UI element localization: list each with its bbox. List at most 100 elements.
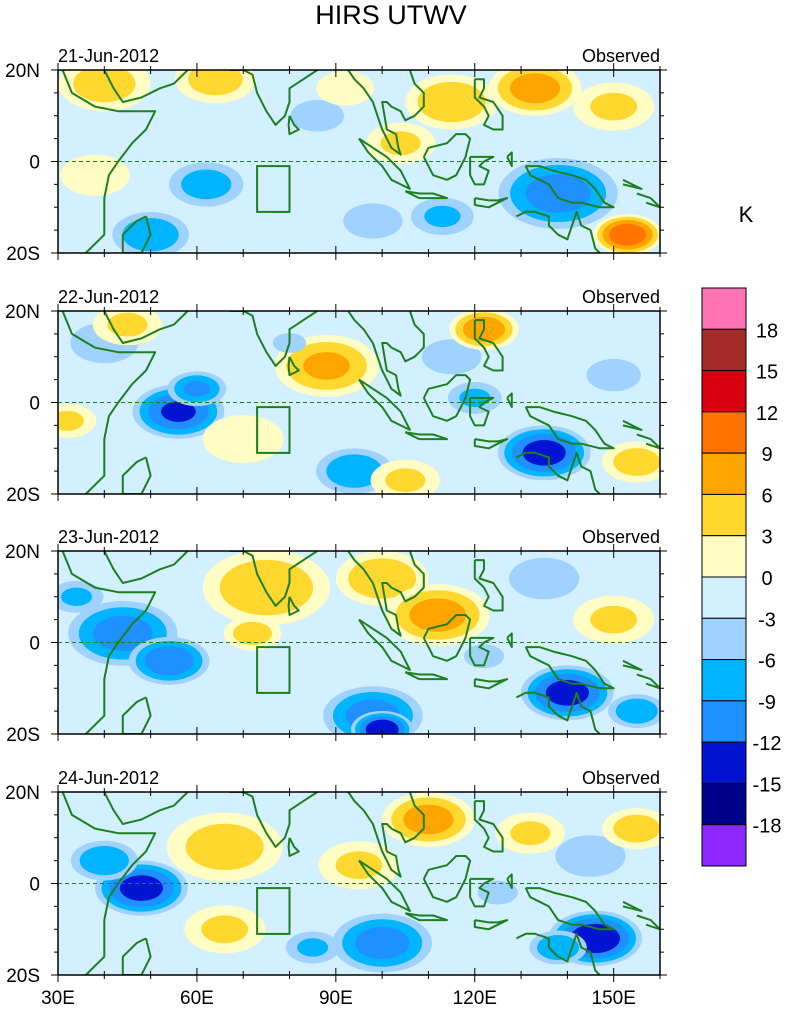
coastline — [358, 378, 411, 431]
coastline — [622, 178, 643, 190]
coastline — [404, 431, 448, 441]
coastline — [121, 696, 152, 734]
y-tick-label: 20N — [5, 783, 40, 804]
coastline — [515, 932, 601, 975]
coastline — [622, 659, 643, 671]
coastline — [287, 115, 300, 136]
contour-blob — [303, 352, 350, 380]
y-tick-label: 0 — [29, 875, 40, 896]
contour-blob — [144, 646, 194, 676]
figure-title: HIRS UTWV — [315, 0, 467, 30]
coastline — [229, 70, 318, 126]
panel-date: 24-Jun-2012 — [58, 768, 159, 788]
colorbar-cell — [701, 576, 747, 619]
contour-blob — [537, 935, 580, 960]
coastline — [515, 451, 601, 494]
y-tick-label: 0 — [29, 634, 40, 655]
contour-blob — [609, 223, 646, 246]
contour-blob — [590, 92, 638, 121]
contour-blob — [326, 454, 383, 488]
contour-blob — [477, 880, 518, 905]
y-tick-label: 0 — [29, 153, 40, 174]
contour-blob — [233, 621, 272, 646]
contour-blob — [417, 81, 486, 123]
contour-blob — [409, 598, 467, 632]
coastline — [404, 671, 448, 681]
contour-blob — [613, 448, 660, 476]
contour-blob — [522, 440, 566, 466]
y-tick-label: 20S — [6, 966, 40, 987]
coastline — [121, 215, 152, 253]
colorbar-label: -15 — [753, 774, 782, 796]
contour-blob — [380, 131, 421, 156]
index-box — [256, 646, 291, 694]
coastline — [61, 311, 157, 494]
contour-blob — [525, 174, 591, 213]
panel-run-label: Observed — [582, 46, 660, 66]
y-tick-label: 20S — [6, 485, 40, 506]
contour-blob — [509, 73, 561, 104]
y-tick-label: 20S — [6, 244, 40, 265]
colorbar-cell — [701, 659, 747, 702]
colorbar-label: 9 — [761, 444, 772, 466]
coastline — [469, 636, 495, 667]
contour-blob — [615, 698, 658, 724]
coastline — [473, 800, 504, 853]
coastline — [121, 456, 152, 494]
contour-blob — [424, 205, 461, 228]
colorbar-label: -12 — [753, 733, 782, 755]
coastline — [287, 596, 300, 616]
coastline — [473, 438, 509, 450]
contour-blob — [290, 100, 344, 132]
contour-blob — [590, 605, 638, 634]
coastline — [103, 551, 189, 584]
coastline — [229, 311, 318, 367]
contour-blob — [161, 401, 196, 422]
colorbar-label: 6 — [761, 485, 772, 507]
coastline — [103, 792, 189, 825]
colorbar-cell — [701, 741, 747, 784]
coastline — [358, 137, 411, 190]
coastline — [422, 133, 472, 181]
contour-blob — [348, 558, 417, 599]
panel-run-label: Observed — [582, 768, 660, 788]
coastline — [229, 792, 318, 848]
panel-run-label: Observed — [582, 287, 660, 307]
coastline — [636, 433, 660, 450]
contour-blob — [181, 169, 232, 200]
coastline — [636, 673, 660, 690]
colorbar-units: K — [739, 202, 754, 227]
coastline — [103, 70, 189, 103]
contour-blob — [79, 846, 129, 876]
contour-blob — [119, 875, 163, 901]
colorbar-cell — [701, 782, 747, 826]
coastline — [404, 912, 448, 922]
colorbar-label: 0 — [761, 568, 772, 590]
coastline — [287, 356, 300, 377]
colorbar-label: -9 — [758, 692, 776, 714]
coastline — [61, 551, 157, 734]
contour-blob — [73, 70, 136, 103]
contour-blob — [385, 468, 426, 493]
coastline — [469, 396, 495, 427]
contour-blob — [107, 312, 148, 337]
coastline — [340, 792, 425, 878]
coastline — [404, 190, 448, 200]
coastline — [287, 837, 300, 857]
coastline — [340, 311, 425, 397]
index-box — [256, 406, 291, 454]
coastline — [473, 919, 509, 931]
colorbar-label: 15 — [756, 362, 778, 384]
colorbar-cell — [701, 824, 747, 867]
coastline — [524, 646, 615, 690]
coastline — [422, 374, 472, 422]
panel-date: 22-Jun-2012 — [58, 287, 159, 307]
coastline — [515, 210, 601, 253]
coastline — [121, 937, 152, 975]
contour-blob — [61, 587, 92, 606]
x-tick-label: 90E — [319, 988, 353, 1009]
coastline — [473, 559, 504, 612]
y-tick-label: 20N — [5, 61, 40, 82]
colorbar-label: -3 — [758, 609, 776, 631]
